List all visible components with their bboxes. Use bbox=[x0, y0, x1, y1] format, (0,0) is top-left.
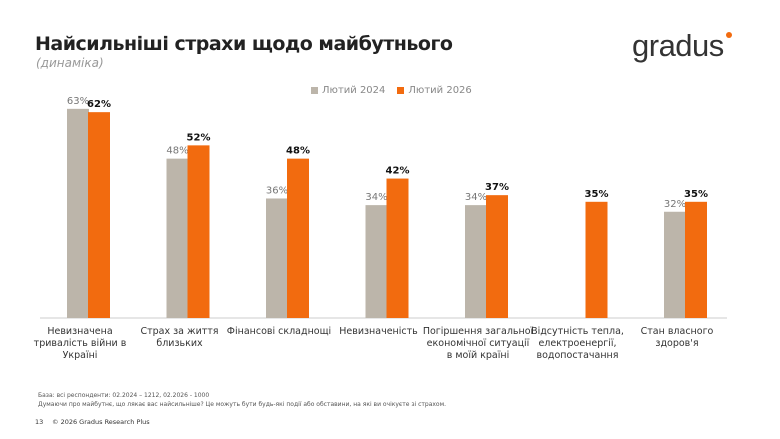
legend-item-2024: Лютий 2024 bbox=[311, 85, 385, 96]
data-label: 52% bbox=[187, 132, 211, 143]
bar bbox=[486, 195, 508, 318]
data-label: 63% bbox=[67, 96, 89, 107]
category-label: Страх за життя близьких bbox=[140, 326, 218, 349]
bar bbox=[386, 178, 409, 318]
data-label: 37% bbox=[485, 182, 509, 193]
legend: Лютий 2024 Лютий 2026 bbox=[311, 85, 472, 96]
gradus-logo: gradus bbox=[632, 28, 732, 64]
logo-dot-icon bbox=[725, 32, 732, 38]
category-label: Невизначена тривалість війни в Україні bbox=[34, 326, 127, 361]
legend-swatch bbox=[397, 87, 405, 94]
page-title: Найсильніші страхи щодо майбутнього bbox=[35, 33, 453, 55]
bar bbox=[166, 158, 189, 318]
bar bbox=[266, 198, 288, 318]
bar bbox=[465, 205, 487, 318]
category-label: Погіршення загальної економічної ситуації… bbox=[423, 326, 534, 361]
category-label: Стан власного здоров'я bbox=[641, 326, 714, 349]
legend-label: Лютий 2024 bbox=[322, 85, 386, 96]
data-label: 62% bbox=[87, 99, 111, 110]
data-label: 48% bbox=[286, 146, 310, 157]
category-label: Фінансові складнощі bbox=[227, 326, 331, 337]
data-label: 36% bbox=[266, 185, 288, 196]
data-label: 35% bbox=[684, 189, 708, 200]
category-label: Невизначеність bbox=[339, 326, 418, 337]
legend-label: Лютий 2026 bbox=[408, 85, 472, 96]
data-label: 34% bbox=[365, 192, 387, 203]
copyright: © 2026 Gradus Research Plus bbox=[52, 418, 150, 426]
page-number: 13 bbox=[35, 418, 44, 426]
bar bbox=[287, 158, 309, 318]
bar bbox=[67, 108, 89, 318]
bar bbox=[187, 145, 210, 318]
data-label: 32% bbox=[664, 199, 686, 210]
bar bbox=[585, 201, 608, 318]
bar bbox=[664, 211, 686, 318]
data-label: 35% bbox=[585, 189, 609, 200]
page-subtitle: (динаміка) bbox=[36, 56, 104, 70]
bar bbox=[685, 201, 707, 318]
legend-swatch bbox=[311, 87, 318, 94]
bar bbox=[365, 205, 388, 318]
data-label: 42% bbox=[386, 166, 410, 177]
data-label: 34% bbox=[465, 192, 487, 203]
footnote-question: Думаючи про майбутнє, що лякає вас найси… bbox=[38, 401, 447, 408]
footnote-base: База: всі респонденти: 02.2024 – 1212, 0… bbox=[38, 392, 210, 399]
category-label: Відсутність тепла, електроенергії, водопос… bbox=[531, 326, 624, 361]
bar bbox=[88, 112, 110, 318]
data-label: 48% bbox=[166, 146, 188, 157]
legend-item-2026: Лютий 2026 bbox=[397, 85, 472, 96]
